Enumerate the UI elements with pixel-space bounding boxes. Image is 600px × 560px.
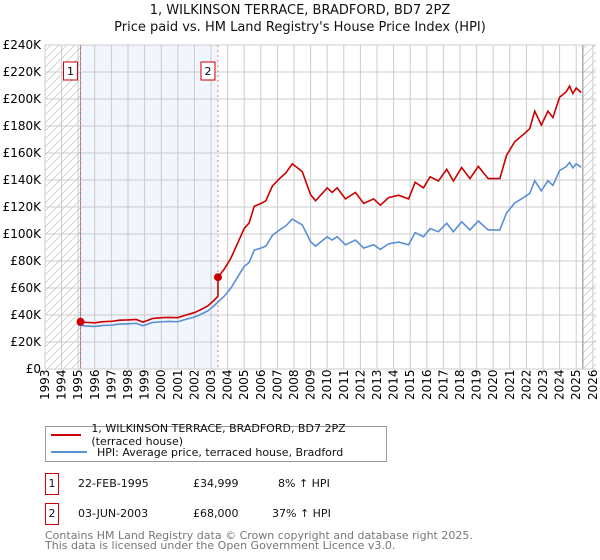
footer-copyright: Contains HM Land Registry data © Crown c… <box>45 529 473 542</box>
sale-label: 2 <box>204 65 211 78</box>
x-tick-label: 2013 <box>370 369 384 400</box>
x-tick-label: 2018 <box>453 369 467 400</box>
sale-label: 1 <box>67 65 74 78</box>
y-tick-label: £220K <box>3 65 43 79</box>
sale-date: 22-FEB-1995 <box>78 477 149 490</box>
x-tick-label: 2015 <box>403 369 417 400</box>
x-tick-label: 2007 <box>270 369 284 400</box>
footer-licence: This data is licensed under the Open Gov… <box>45 539 396 552</box>
x-tick-label: 2011 <box>337 369 351 400</box>
legend: 1, WILKINSON TERRACE, BRADFORD, BD7 2PZ … <box>45 422 387 462</box>
x-tick-label: 2005 <box>237 369 251 400</box>
y-tick-label: £180K <box>3 119 43 133</box>
sale-label-box <box>63 61 79 81</box>
sale-hpi-diff: 37% ↑ HPI <box>272 507 331 520</box>
x-tick-label: 2019 <box>470 369 484 400</box>
y-tick-label: £240K <box>3 38 43 52</box>
chart-title: 1, WILKINSON TERRACE, BRADFORD, BD7 2PZ <box>149 3 451 18</box>
x-tick-label: 2021 <box>503 369 517 400</box>
x-tick-label: 2004 <box>221 369 235 400</box>
y-tick-label: £40K <box>10 308 42 322</box>
x-tick-label: 1996 <box>88 369 102 400</box>
legend-item-property: 1, WILKINSON TERRACE, BRADFORD, BD7 2PZ … <box>51 422 386 448</box>
legend-swatch-red <box>51 434 82 436</box>
legend-swatch-blue <box>51 451 87 453</box>
sale-point <box>213 273 222 282</box>
sale-point <box>76 317 85 326</box>
sale-row: 1 22-FEB-1995 £34,999 8% ↑ HPI <box>45 473 445 495</box>
sale-price: £34,999 <box>193 477 239 490</box>
y-tick-label: £60K <box>10 281 42 295</box>
x-tick-label: 2001 <box>171 369 185 400</box>
x-tick-label: 2006 <box>254 369 268 400</box>
x-tick-label: 2020 <box>486 369 500 400</box>
x-tick-label: 2000 <box>154 369 168 400</box>
y-tick-label: £20K <box>10 335 42 349</box>
sale-date: 03-JUN-2003 <box>78 507 149 520</box>
sale-label-box <box>200 61 216 81</box>
price-paid-line <box>80 84 582 324</box>
y-tick-label: £160K <box>3 146 43 160</box>
sale-price: £68,000 <box>193 507 239 520</box>
x-tick-label: 2024 <box>553 369 567 400</box>
x-tick-label: 2023 <box>536 369 550 400</box>
x-tick-label: 1994 <box>55 369 69 400</box>
sale-hpi-diff: 8% ↑ HPI <box>278 477 330 490</box>
x-tick-label: 1993 <box>38 369 52 400</box>
sale-row: 2 03-JUN-2003 £68,000 37% ↑ HPI <box>45 503 445 525</box>
chart-subtitle: Price paid vs. HM Land Registry's House … <box>114 20 486 35</box>
x-tick-label: 1999 <box>138 369 152 400</box>
x-tick-label: 1995 <box>71 369 85 400</box>
sale-marker-badge: 1 <box>45 473 59 495</box>
legend-label: HPI: Average price, terraced house, Brad… <box>97 445 344 459</box>
x-tick-label: 2016 <box>420 369 434 400</box>
x-tick-label: 2025 <box>569 369 583 400</box>
x-tick-label: 2017 <box>436 369 450 400</box>
x-tick-label: 1997 <box>104 369 118 400</box>
x-tick-label: 2002 <box>187 369 201 400</box>
y-tick-label: £0 <box>26 362 41 376</box>
y-tick-label: £200K <box>3 92 43 106</box>
x-tick-label: 2022 <box>519 369 533 400</box>
hpi-line <box>78 161 582 328</box>
legend-item-hpi: HPI: Average price, terraced house, Brad… <box>51 444 343 460</box>
y-tick-label: £100K <box>3 227 43 241</box>
x-tick-label: 2026 <box>586 369 600 400</box>
y-tick-label: £80K <box>10 254 42 268</box>
y-tick-label: £120K <box>3 200 43 214</box>
x-tick-label: 2012 <box>353 369 367 400</box>
x-tick-label: 2014 <box>387 369 401 400</box>
x-tick-label: 1998 <box>121 369 135 400</box>
x-tick-label: 2008 <box>287 369 301 400</box>
x-tick-label: 2003 <box>204 369 218 400</box>
legend-label: 1, WILKINSON TERRACE, BRADFORD, BD7 2PZ … <box>91 422 346 448</box>
price-chart: £0 £20K £40K £60K £80K £100K £120K £140K £160K £1… <box>3 38 600 400</box>
y-tick-label: £140K <box>3 173 43 187</box>
sale-marker-badge: 2 <box>45 503 59 525</box>
x-tick-label: 2010 <box>320 369 334 400</box>
x-tick-label: 2009 <box>304 369 318 400</box>
